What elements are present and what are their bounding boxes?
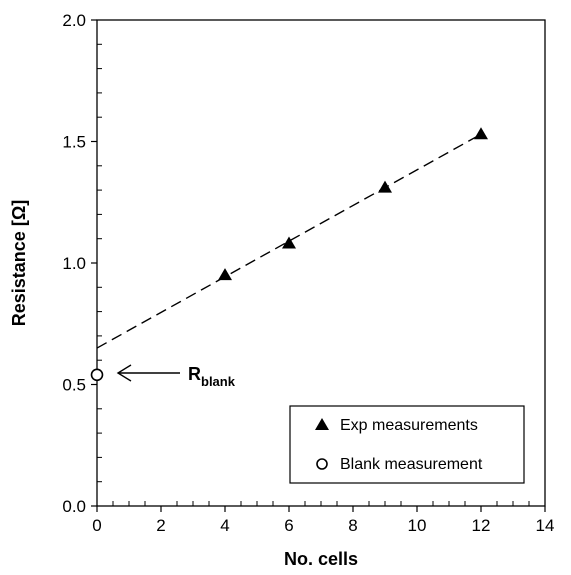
axis-ticks — [91, 19, 546, 512]
x-tick-labels: 0 2 4 6 8 10 12 14 — [92, 516, 554, 535]
x-tick-label: 14 — [536, 516, 555, 535]
exp-measurement-point — [282, 236, 296, 249]
x-tick-label: 6 — [284, 516, 293, 535]
y-tick-label: 1.0 — [62, 254, 86, 273]
legend-circle-marker — [316, 458, 328, 470]
annotation-label: Rblank — [188, 364, 236, 389]
annotation-arrowhead — [116, 364, 132, 382]
exp-measurement-point — [218, 268, 232, 281]
annotation: Rblank — [116, 364, 236, 389]
legend-label-exp: Exp measurements — [340, 417, 478, 434]
x-tick-label: 2 — [156, 516, 165, 535]
y-axis-title: Resistance [Ω] — [9, 200, 29, 326]
x-tick-label: 8 — [348, 516, 357, 535]
data-marks — [90, 127, 488, 382]
y-tick-labels: 0.0 0.5 1.0 1.5 2.0 — [62, 11, 86, 516]
exp-measurement-point — [378, 180, 392, 193]
x-tick-label: 10 — [408, 516, 427, 535]
annotation-subscript: blank — [201, 374, 236, 389]
legend-box — [289, 405, 525, 484]
exp-measurement-point — [474, 127, 488, 140]
blank-measurement-point — [90, 368, 104, 382]
fit-line — [96, 133, 482, 349]
legend-label-blank: Blank measurement — [340, 456, 483, 473]
x-axis-title: No. cells — [284, 549, 358, 569]
legend-triangle-marker — [315, 418, 329, 430]
legend: Exp measurements Blank measurement — [289, 405, 525, 484]
x-tick-label: 12 — [472, 516, 491, 535]
annotation-main: R — [188, 364, 201, 384]
y-tick-label: 0.5 — [62, 376, 86, 395]
x-tick-label: 4 — [220, 516, 229, 535]
x-tick-label: 0 — [92, 516, 101, 535]
y-tick-label: 0.0 — [62, 497, 86, 516]
y-tick-label: 1.5 — [62, 133, 86, 152]
y-tick-label: 2.0 — [62, 11, 86, 30]
